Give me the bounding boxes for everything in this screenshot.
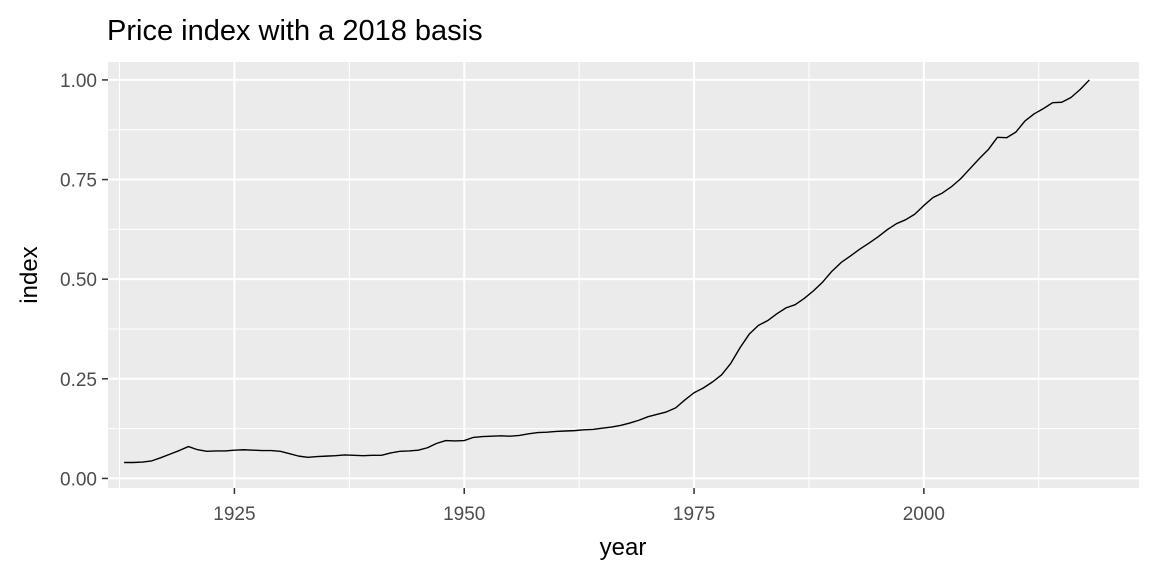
x-tick-label: 1975	[673, 504, 715, 525]
y-tick-label: 0.25	[60, 370, 97, 391]
series-line-0	[124, 79, 1090, 464]
minor-gridlines	[108, 62, 1139, 488]
y-tick-label: 0.50	[60, 270, 97, 291]
y-tick-label: 0.75	[60, 171, 97, 192]
series-layer	[124, 79, 1090, 464]
chart-title: Price index with a 2018 basis	[107, 15, 483, 47]
x-tick-label: 1950	[443, 504, 485, 525]
y-axis: 0.00 0.25 0.50 0.75 1.00	[60, 71, 108, 490]
y-tick-label: 1.00	[60, 71, 97, 92]
y-axis-title: index	[16, 246, 43, 303]
major-gridlines	[108, 62, 1139, 488]
y-tick-label: 0.00	[60, 469, 97, 490]
x-tick-label: 1925	[213, 504, 255, 525]
x-tick-label: 2000	[903, 504, 945, 525]
x-axis: 1925 1950 1975 2000	[213, 488, 945, 525]
plot-panel	[108, 62, 1139, 488]
x-axis-title: year	[600, 534, 647, 561]
